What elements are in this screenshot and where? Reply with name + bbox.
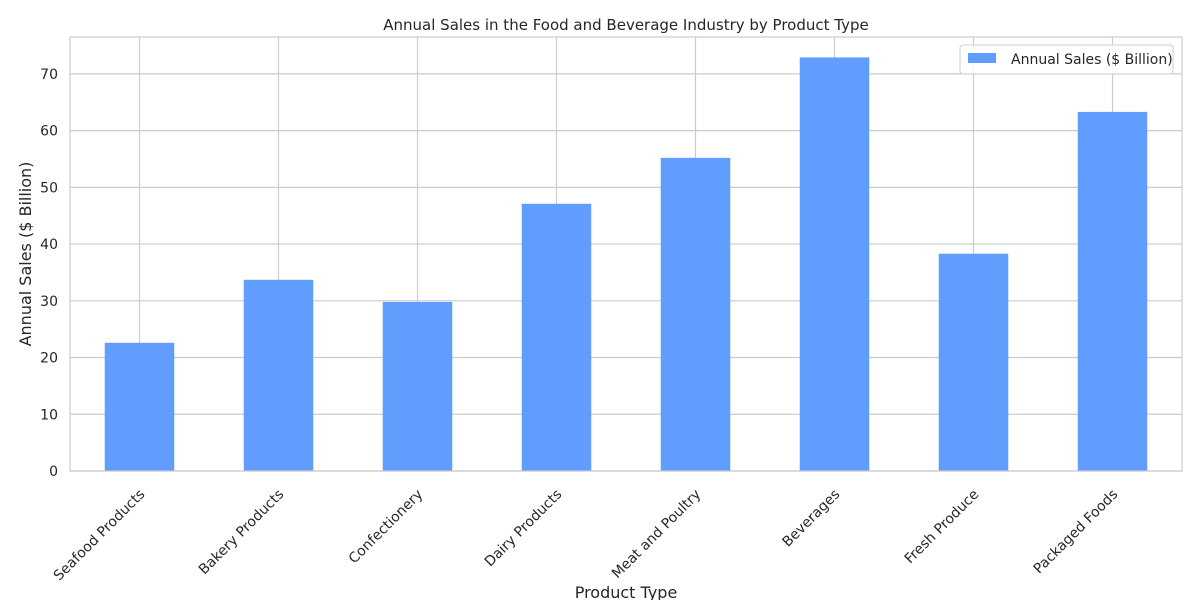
bar [938, 253, 1009, 471]
bar [104, 342, 175, 471]
y-tick-label: 50 [40, 180, 58, 196]
x-tick-label: Dairy Products [482, 487, 566, 571]
x-tick-label: Packaged Foods [1031, 487, 1122, 578]
bars-layer [104, 57, 1148, 472]
x-tick-label: Fresh Produce [902, 487, 983, 568]
y-tick-label: 70 [40, 67, 58, 83]
x-tick-label: Bakery Products [196, 487, 287, 578]
bar [382, 301, 453, 471]
x-tick-label: Meat and Poultry [609, 487, 704, 582]
x-axis-ticks: Seafood Products Bakery Products Confectio… [51, 487, 1122, 585]
bar [243, 279, 314, 471]
legend-box [959, 44, 1174, 75]
x-axis-label: Product Type [575, 583, 678, 600]
bar [1077, 111, 1148, 471]
legend-swatch [968, 53, 996, 63]
y-tick-label: 30 [40, 294, 58, 310]
y-tick-label: 20 [40, 351, 58, 367]
x-tick-label: Beverages [780, 487, 844, 551]
y-tick-label: 60 [40, 124, 58, 140]
plot-frame [69, 36, 1183, 472]
bar [799, 57, 870, 472]
y-axis-label: Annual Sales ($ Billion) [16, 162, 35, 347]
legend: Annual Sales ($ Billion) [959, 44, 1174, 75]
chart-title: Annual Sales in the Food and Beverage In… [383, 16, 868, 34]
bar [521, 203, 592, 471]
bar [660, 157, 731, 471]
legend-label: Annual Sales ($ Billion) [1011, 52, 1173, 68]
y-axis-ticks: 0 10 20 30 40 50 60 70 [40, 67, 58, 480]
y-tick-label: 0 [49, 464, 58, 480]
y-tick-label: 40 [40, 237, 58, 253]
y-tick-label: 10 [40, 407, 58, 423]
grid-layer [70, 37, 1182, 472]
x-tick-label: Confectionery [346, 487, 427, 568]
x-tick-label: Seafood Products [51, 487, 149, 585]
